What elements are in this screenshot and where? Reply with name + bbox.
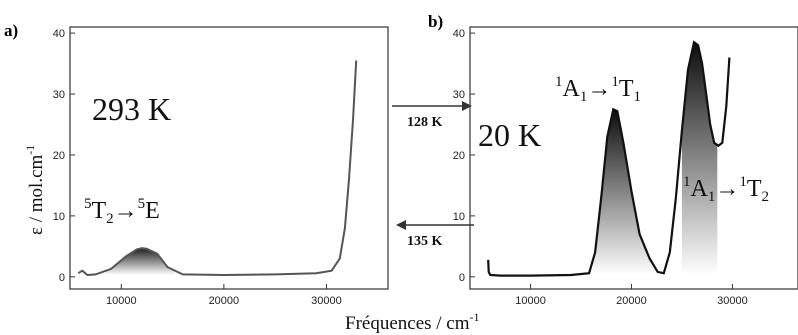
panel-b-ytick-label: 10: [453, 211, 465, 223]
panel-b-xtick-label: 20000: [616, 295, 647, 307]
panel-b-temperature: 20 K: [478, 117, 541, 153]
panel-b-band-1: [593, 109, 660, 276]
panel-a-label: a): [4, 21, 18, 40]
panel-a-temperature: 293 K: [92, 91, 171, 127]
panel-b-transition-label-1: 1A1→1T1: [555, 74, 641, 105]
panel-b-axes: 10000 20000 30000 0 10 20 30 40: [453, 28, 748, 307]
panel-b-band-2: [681, 42, 718, 276]
panel-a-frame: [69, 26, 389, 290]
panel-b-label: b): [428, 12, 443, 31]
arrow-135k-label: 135 K: [407, 234, 443, 249]
arrow-128k-label: 128 K: [407, 115, 443, 130]
panel-a-xtick-label: 20000: [209, 295, 240, 307]
arrow-128k: 128 K: [392, 101, 472, 130]
x-axis-title: Fréquences / cm-1: [345, 310, 480, 334]
panel-a-ytick-label: 30: [53, 89, 65, 101]
panel-a-transition-label: 5T2→5E: [84, 196, 160, 227]
panel-b-spectrum-line: [487, 40, 731, 277]
y-axis-title: ε / mol.cm-1: [23, 145, 47, 235]
panel-b-transition-label-2: 1A1→1T2: [683, 174, 769, 205]
panel-a-ytick-label: 10: [53, 211, 65, 223]
panel-b: b) 10000 20000 30000 0 10 20 30 40 20 K 1A1→1T1…: [428, 12, 798, 307]
panel-a-xtick-label: 30000: [311, 295, 342, 307]
panel-a-ytick-label: 20: [53, 150, 65, 162]
panel-b-ytick-label: 0: [459, 272, 465, 284]
panel-b-band-fill: [593, 42, 718, 276]
panel-a-ytick-label: 40: [53, 28, 65, 40]
panel-b-ytick-label: 40: [453, 28, 465, 40]
panel-b-ytick-label: 20: [453, 150, 465, 162]
panel-b-xtick-label: 30000: [717, 295, 748, 307]
panel-a: a) 10000 20000 30000 0 10 20 30 40 293 K 5T2→5E: [4, 21, 389, 307]
panel-a-axes: 10000 20000 30000 0 10 20 30 40: [53, 28, 342, 307]
panel-a-ytick-label: 0: [59, 272, 65, 284]
panel-a-xtick-label: 10000: [106, 295, 137, 307]
panel-a-spectrum-line: [77, 60, 358, 277]
arrow-right-icon: [462, 101, 472, 111]
arrow-left-icon: [396, 220, 406, 230]
panel-b-frame: [469, 26, 798, 290]
arrow-135k: 135 K: [396, 220, 474, 249]
panel-b-ytick-label: 30: [453, 89, 465, 101]
panel-b-xtick-label: 10000: [515, 295, 546, 307]
